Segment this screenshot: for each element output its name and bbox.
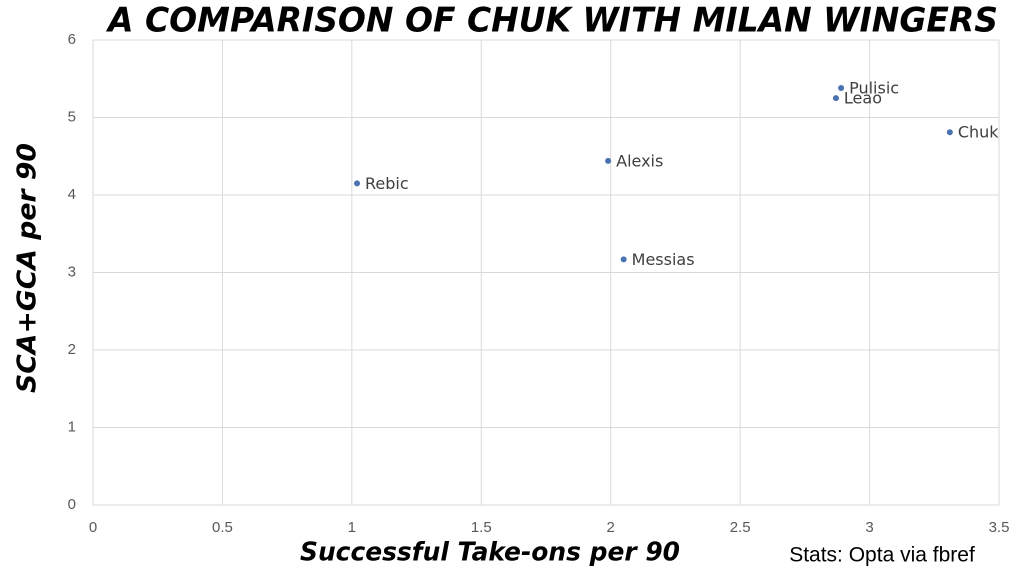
x-tick-label: 1 — [348, 519, 356, 536]
point — [605, 157, 612, 164]
point-label: Messias — [632, 250, 695, 269]
x-axis-title: Successful Take-ons per 90 — [300, 538, 680, 568]
y-tick-label: 6 — [68, 31, 76, 48]
point — [946, 129, 953, 136]
point — [832, 95, 839, 102]
y-tick-label: 0 — [68, 496, 76, 513]
point-label: Rebic — [365, 174, 409, 193]
point — [838, 85, 845, 92]
y-tick-label: 2 — [68, 341, 76, 358]
point-label: Alexis — [616, 151, 663, 170]
y-tick-label: 1 — [68, 418, 76, 435]
y-tick-label: 4 — [68, 186, 76, 203]
y-tick-label: 5 — [68, 108, 76, 125]
point-label: Leao — [844, 89, 882, 108]
x-tick-label: 3 — [865, 519, 873, 536]
point-label: Chuk — [958, 123, 999, 142]
x-tick-label: 2 — [607, 519, 615, 536]
x-tick-label: 1.5 — [471, 519, 492, 536]
point-label: Pulisic — [849, 79, 899, 98]
point — [620, 256, 627, 263]
y-tick-label: 3 — [68, 263, 76, 280]
x-tick-label: 2.5 — [730, 519, 751, 536]
x-tick-label: 0 — [89, 519, 97, 536]
source-note: Stats: Opta via fbref — [789, 544, 975, 567]
chart-title: A COMPARISON OF CHUK WITH MILAN WINGERS — [105, 1, 998, 41]
x-tick-label: 3.5 — [989, 519, 1010, 536]
y-axis-title: SCA+GCA per 90 — [13, 143, 43, 393]
point — [354, 180, 361, 187]
x-tick-label: 0.5 — [212, 519, 233, 536]
